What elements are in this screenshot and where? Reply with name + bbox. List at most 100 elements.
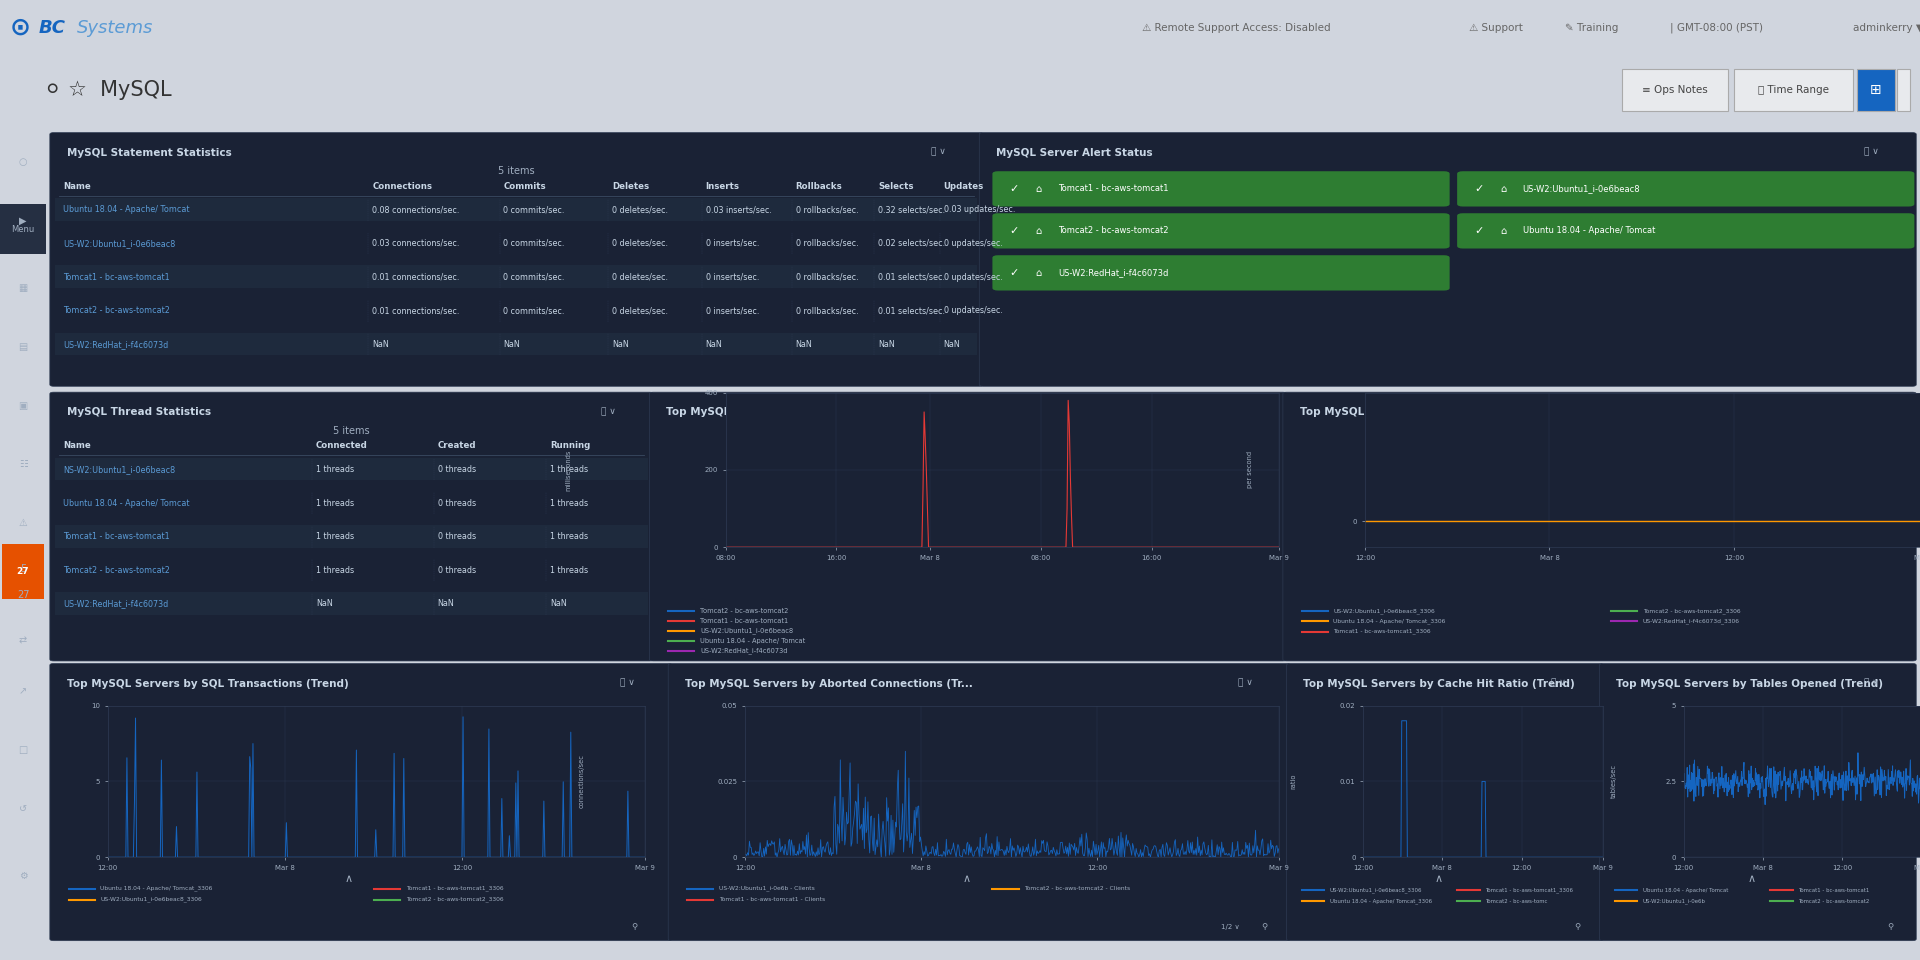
Text: US-W2:RedHat_i-f4c6073d: US-W2:RedHat_i-f4c6073d: [1058, 269, 1169, 277]
FancyBboxPatch shape: [1283, 393, 1916, 661]
Text: ↗: ↗: [19, 686, 27, 696]
Text: Tomcat1 - bc-aws-tomcat1_3306: Tomcat1 - bc-aws-tomcat1_3306: [1334, 629, 1430, 635]
Text: ∧: ∧: [1434, 874, 1442, 884]
Text: Ubuntu 18.04 - Apache/ Tomcat: Ubuntu 18.04 - Apache/ Tomcat: [701, 637, 804, 644]
Text: 0 updates/sec.: 0 updates/sec.: [945, 239, 1002, 248]
Text: BC: BC: [38, 19, 65, 37]
Text: 0 commits/sec.: 0 commits/sec.: [503, 273, 564, 281]
Text: Tomcat1 - bc-aws-tomcat1: Tomcat1 - bc-aws-tomcat1: [1058, 184, 1169, 193]
Text: MySQL Thread Statistics: MySQL Thread Statistics: [67, 407, 211, 418]
Text: 1 threads: 1 threads: [551, 532, 588, 541]
Bar: [2, 544, 44, 599]
Text: 0.03 connections/sec.: 0.03 connections/sec.: [372, 239, 459, 248]
Text: ☷: ☷: [19, 460, 27, 469]
Text: NaN: NaN: [503, 340, 520, 348]
Text: Tomcat1 - bc-aws-tomcat1_3306: Tomcat1 - bc-aws-tomcat1_3306: [1486, 887, 1572, 893]
Bar: [1622, 69, 1728, 111]
Text: US-W2:Ubuntu1_i-0e6b - Clients: US-W2:Ubuntu1_i-0e6b - Clients: [718, 886, 814, 892]
FancyBboxPatch shape: [993, 213, 1450, 249]
Text: Ubuntu 18.04 - Apache/ Tomcat_3306: Ubuntu 18.04 - Apache/ Tomcat_3306: [100, 886, 213, 892]
Text: US-W2:Ubuntu1_i-0e6b: US-W2:Ubuntu1_i-0e6b: [1644, 899, 1705, 904]
FancyBboxPatch shape: [50, 132, 983, 386]
Text: Top MySQL Servers by Aborted Connections (Tr...: Top MySQL Servers by Aborted Connections…: [685, 679, 973, 688]
Text: 0 threads: 0 threads: [438, 565, 476, 575]
Text: 1 threads: 1 threads: [551, 498, 588, 508]
Text: 0.01 selects/sec.: 0.01 selects/sec.: [877, 306, 945, 315]
Text: US-W2:Ubuntu1_i-0e6beac8: US-W2:Ubuntu1_i-0e6beac8: [1523, 184, 1640, 193]
Text: Tomcat1 - bc-aws-tomcat1: Tomcat1 - bc-aws-tomcat1: [63, 532, 169, 541]
Bar: [56, 525, 647, 547]
FancyBboxPatch shape: [979, 132, 1916, 386]
Text: NS-W2:Ubuntu1_i-0e6beac8: NS-W2:Ubuntu1_i-0e6beac8: [63, 465, 175, 474]
Text: 0.03 inserts/sec.: 0.03 inserts/sec.: [707, 205, 772, 214]
Text: Top MySQL Servers by Full Joins (Trend): Top MySQL Servers by Full Joins (Trend): [1300, 407, 1534, 418]
Text: NaN: NaN: [612, 340, 628, 348]
Text: 27: 27: [17, 589, 29, 600]
Text: Tomcat2 - bc-aws-tomcat2: Tomcat2 - bc-aws-tomcat2: [1799, 899, 1870, 903]
Text: Name: Name: [63, 181, 90, 191]
Y-axis label: per second: per second: [1248, 451, 1254, 489]
FancyBboxPatch shape: [649, 393, 1286, 661]
Text: ⤢ ∨: ⤢ ∨: [1864, 148, 1880, 156]
Text: 5 items: 5 items: [497, 166, 536, 177]
Text: Tomcat2 - bc-aws-tomcat2_3306: Tomcat2 - bc-aws-tomcat2_3306: [405, 897, 503, 902]
Text: Tomcat2 - bc-aws-tomcat2: Tomcat2 - bc-aws-tomcat2: [63, 306, 169, 315]
Text: Tomcat2 - bc-aws-tomcat2: Tomcat2 - bc-aws-tomcat2: [701, 608, 789, 613]
Text: US-W2:RedHat_i-f4c6073d: US-W2:RedHat_i-f4c6073d: [63, 599, 169, 609]
Text: ⤢ ∨: ⤢ ∨: [931, 148, 945, 156]
Text: Tomcat1 - bc-aws-tomcat1: Tomcat1 - bc-aws-tomcat1: [701, 617, 789, 624]
Text: Tomcat2 - bc-aws-tomcat2: Tomcat2 - bc-aws-tomcat2: [1058, 227, 1169, 235]
Text: NaN: NaN: [372, 340, 390, 348]
Text: 0.02 selects/sec.: 0.02 selects/sec.: [877, 239, 945, 248]
Text: Connected: Connected: [317, 442, 367, 450]
FancyBboxPatch shape: [668, 663, 1290, 941]
Text: ⊙: ⊙: [10, 16, 31, 40]
Text: 0 rollbacks/sec.: 0 rollbacks/sec.: [795, 306, 858, 315]
Text: 1 threads: 1 threads: [551, 465, 588, 474]
Text: Top MySQL Servers by SQL Transactions (Trend): Top MySQL Servers by SQL Transactions (T…: [67, 679, 348, 688]
Text: 0 commits/sec.: 0 commits/sec.: [503, 205, 564, 214]
Text: 0 deletes/sec.: 0 deletes/sec.: [612, 306, 668, 315]
Text: ✓: ✓: [1475, 184, 1484, 194]
Text: Tomcat2 - bc-aws-tomcat2 - Clients: Tomcat2 - bc-aws-tomcat2 - Clients: [1023, 886, 1131, 891]
Text: 0 rollbacks/sec.: 0 rollbacks/sec.: [795, 273, 858, 281]
Text: NaN: NaN: [551, 599, 566, 609]
Text: ⚪ ☆  MySQL: ⚪ ☆ MySQL: [44, 81, 171, 100]
Text: Tomcat1 - bc-aws-tomcat1_3306: Tomcat1 - bc-aws-tomcat1_3306: [405, 886, 503, 892]
Text: Rollbacks: Rollbacks: [795, 181, 843, 191]
Text: 27: 27: [17, 566, 29, 576]
Text: Tomcat1 - bc-aws-tomcat1 - Clients: Tomcat1 - bc-aws-tomcat1 - Clients: [718, 897, 826, 902]
Text: Name: Name: [63, 442, 90, 450]
Text: ⏱ Time Range: ⏱ Time Range: [1759, 85, 1828, 95]
Text: Ubuntu 18.04 - Apache/ Tomcat: Ubuntu 18.04 - Apache/ Tomcat: [1644, 888, 1728, 893]
FancyBboxPatch shape: [993, 171, 1450, 206]
Text: ⤢ ∨: ⤢ ∨: [601, 407, 616, 417]
Text: Running: Running: [551, 442, 591, 450]
Text: 0.08 connections/sec.: 0.08 connections/sec.: [372, 205, 459, 214]
Text: 0 deletes/sec.: 0 deletes/sec.: [612, 205, 668, 214]
Text: ✓: ✓: [1010, 184, 1020, 194]
FancyBboxPatch shape: [50, 393, 653, 661]
Text: ⤢ ∨: ⤢ ∨: [1235, 407, 1250, 417]
Text: US-W2:RedHat_i-f4c6073d_3306: US-W2:RedHat_i-f4c6073d_3306: [1644, 618, 1740, 624]
Text: 0 updates/sec.: 0 updates/sec.: [945, 273, 1002, 281]
FancyBboxPatch shape: [993, 255, 1450, 291]
Text: 1 threads: 1 threads: [317, 465, 353, 474]
Bar: [56, 332, 977, 355]
Text: US-W2:Ubuntu1_i-0e6beac8_3306: US-W2:Ubuntu1_i-0e6beac8_3306: [100, 897, 202, 902]
Text: ↺: ↺: [19, 804, 27, 814]
Text: NaN: NaN: [945, 340, 960, 348]
Bar: [1897, 69, 1910, 111]
Text: ⌂: ⌂: [1035, 226, 1043, 236]
Y-axis label: milliseconds: milliseconds: [564, 449, 570, 491]
Text: ⤢ ∨: ⤢ ∨: [1864, 407, 1880, 417]
Text: □: □: [19, 745, 27, 755]
Text: 0 commits/sec.: 0 commits/sec.: [503, 239, 564, 248]
Text: 0 rollbacks/sec.: 0 rollbacks/sec.: [795, 205, 858, 214]
Text: Ubuntu 18.04 - Apache/ Tomcat_3306: Ubuntu 18.04 - Apache/ Tomcat_3306: [1334, 618, 1446, 624]
Bar: [0, 204, 46, 254]
Text: ▶: ▶: [19, 216, 27, 226]
Text: US-W2:Ubuntu1_i-0e6beac8: US-W2:Ubuntu1_i-0e6beac8: [63, 239, 175, 248]
Text: 0.03 updates/sec.: 0.03 updates/sec.: [945, 205, 1016, 214]
Text: MySQL Statement Statistics: MySQL Statement Statistics: [67, 148, 232, 157]
